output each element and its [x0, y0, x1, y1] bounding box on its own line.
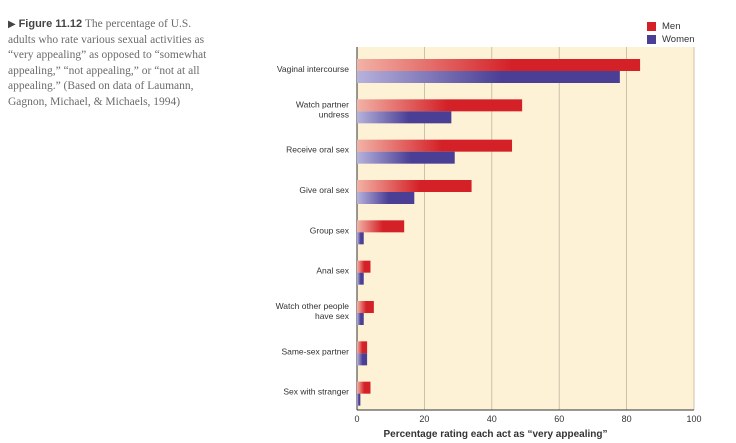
x-tick-label-20: 20	[419, 414, 429, 424]
caption-line-6: Gagnon, Michael, & Michaels, 1994)	[8, 95, 181, 108]
category-label-2-0: Receive oral sex	[286, 145, 350, 155]
bar-men-0	[357, 59, 641, 71]
bar-women-4	[357, 232, 364, 245]
bar-men-7	[357, 341, 368, 354]
category-label-7-0: Same-sex partner	[281, 346, 349, 356]
bar-men-5	[357, 260, 371, 273]
category-label-5-0: Anal sex	[316, 266, 349, 276]
category-label-1-0: Watch partner	[296, 99, 349, 109]
bar-women-0	[357, 71, 620, 83]
bar-men-6	[357, 301, 374, 313]
legend-swatch-men	[647, 22, 656, 31]
bar-men-8	[357, 381, 371, 394]
category-label-3-0: Give oral sex	[299, 185, 349, 195]
legend-label-women: Women	[662, 34, 695, 45]
category-label-1-1: undress	[319, 109, 349, 119]
bar-women-5	[357, 272, 364, 285]
figure-caption: ▶ Figure 11.12 The percentage of U.S. ad…	[8, 17, 248, 110]
caption-line-5: appealing.” (Based on data of Laumann,	[8, 80, 194, 92]
x-tick-label-40: 40	[487, 414, 497, 424]
bar-women-3	[357, 192, 415, 204]
caption-line-3: “very appealing” as opposed to “somewhat	[8, 49, 207, 61]
bar-women-1	[357, 111, 452, 124]
bar-men-3	[357, 180, 472, 192]
bar-men-4	[357, 220, 405, 233]
bar-men-2	[357, 139, 513, 152]
legend-swatch-women	[647, 35, 656, 44]
chart-legend: Men Women	[647, 20, 695, 46]
x-tick-label-80: 80	[622, 414, 632, 424]
bar-women-2	[357, 151, 455, 164]
category-label-0-0: Vaginal intercourse	[277, 64, 349, 74]
bar-women-8	[357, 393, 361, 406]
bar-women-7	[357, 353, 368, 366]
bar-men-1	[357, 99, 523, 112]
caption-line-2: adults who rate various sexual activitie…	[8, 33, 205, 46]
category-label-4-0: Group sex	[310, 225, 350, 235]
legend-item-men: Men	[647, 20, 695, 33]
figure-label: Figure 11.12	[18, 18, 83, 30]
x-tick-label-100: 100	[686, 414, 701, 424]
caption-line-4: appealing,” “not appealing,” or “not at …	[8, 64, 200, 77]
x-axis-label: Percentage rating each act as “very appe…	[384, 429, 608, 440]
legend-label-men: Men	[662, 21, 681, 32]
x-tick-label-0: 0	[354, 414, 359, 424]
category-label-6-0: Watch other people	[276, 301, 350, 311]
category-label-6-1: have sex	[315, 311, 350, 321]
bar-women-6	[357, 313, 364, 325]
caption-arrow-icon: ▶	[8, 19, 16, 30]
caption-line-1: The percentage of U.S.	[84, 18, 192, 30]
legend-item-women: Women	[647, 33, 695, 46]
x-tick-label-60: 60	[554, 414, 564, 424]
category-label-8-0: Sex with stranger	[283, 387, 349, 397]
